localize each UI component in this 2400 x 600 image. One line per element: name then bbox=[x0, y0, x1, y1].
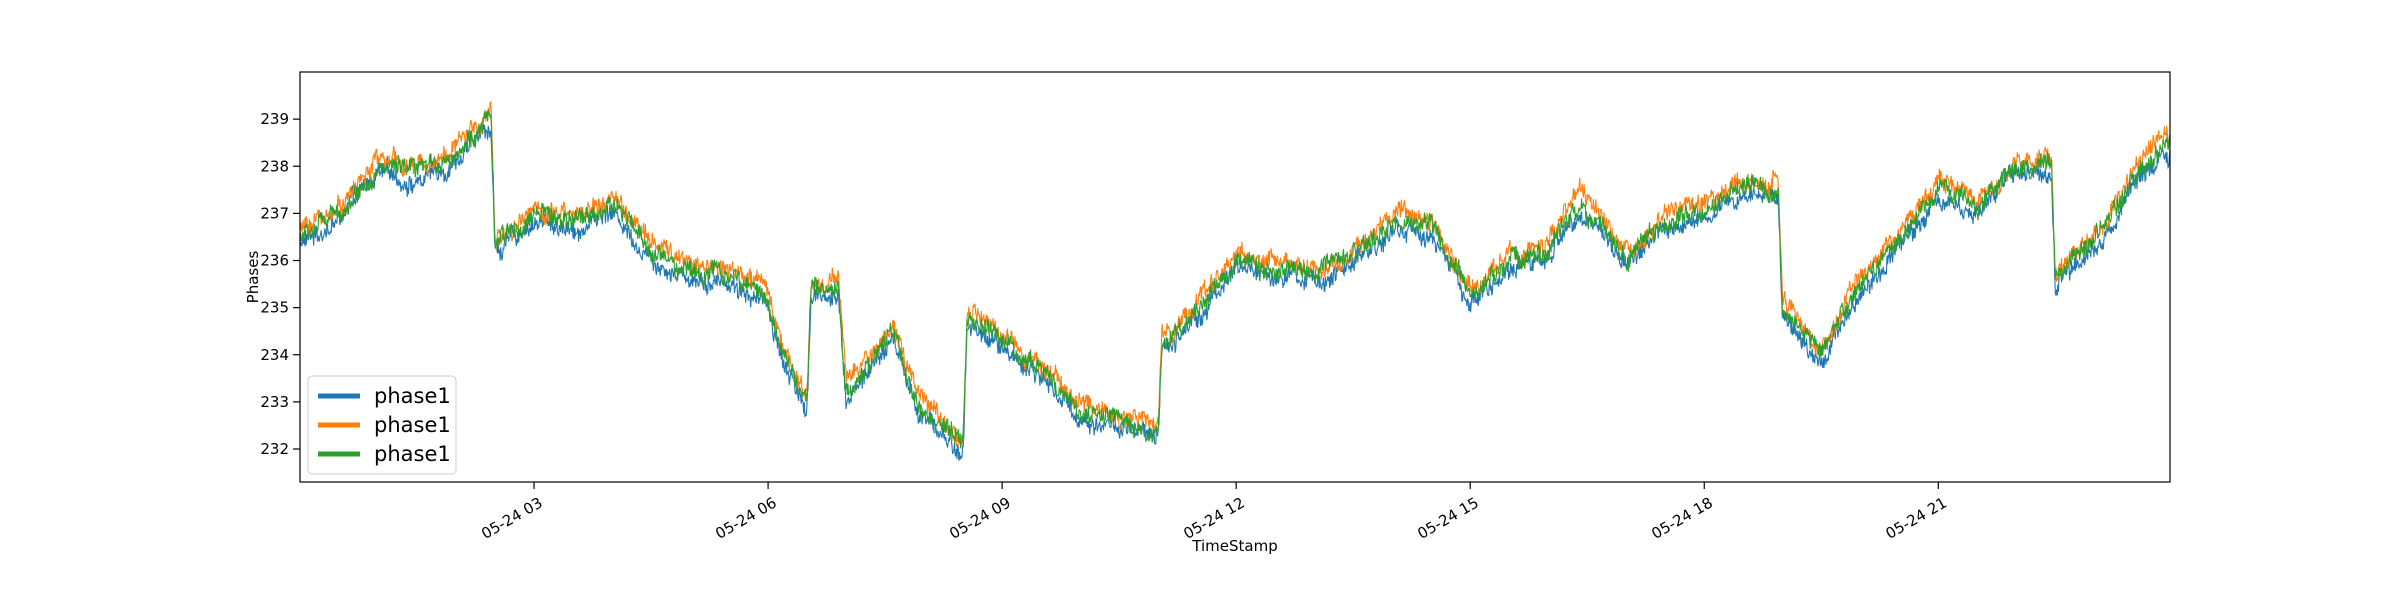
series-line-3 bbox=[299, 110, 2171, 449]
y-tick-label: 238 bbox=[260, 157, 289, 175]
y-axis: 232 233 234 235 236 237 238 239 bbox=[260, 110, 300, 458]
y-tick-label: 234 bbox=[260, 346, 289, 364]
legend-label: phase1 bbox=[374, 384, 451, 408]
y-tick-label: 237 bbox=[260, 204, 289, 222]
y-axis-label: Phases bbox=[244, 251, 262, 304]
plot-frame bbox=[299, 71, 2171, 483]
y-tick-label: 236 bbox=[260, 252, 289, 270]
y-tick-label: 239 bbox=[260, 110, 289, 128]
y-tick-label: 232 bbox=[260, 440, 289, 458]
y-tick-label: 235 bbox=[260, 299, 289, 317]
y-tick-label: 233 bbox=[260, 393, 289, 411]
legend-box bbox=[307, 375, 457, 475]
legend-label: phase1 bbox=[374, 413, 451, 437]
legend-label: phase1 bbox=[374, 442, 451, 466]
legend: phase1 phase1 phase1 bbox=[307, 375, 457, 475]
series-line-2 bbox=[299, 100, 2171, 447]
x-axis-label: TimeStamp bbox=[1191, 537, 1277, 555]
series-layer bbox=[299, 100, 2171, 461]
